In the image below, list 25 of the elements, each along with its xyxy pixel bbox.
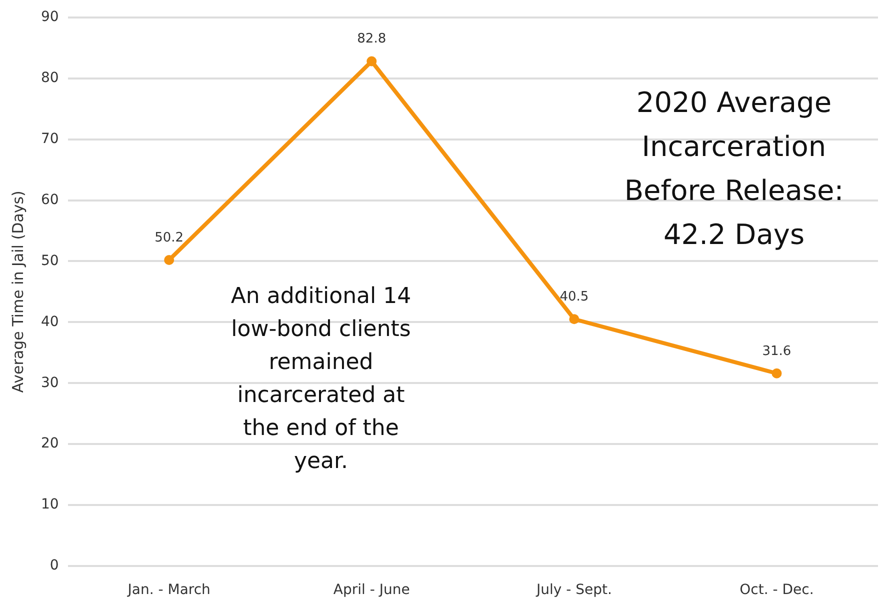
point: [569, 314, 580, 324]
data-label: 40.5: [560, 290, 589, 305]
point: [164, 255, 174, 266]
x-tick-label: April - June: [333, 582, 410, 598]
x-tick-label: July - Sept.: [535, 582, 612, 598]
y-tick-label: 70: [40, 130, 59, 147]
data-label: 50.2: [154, 230, 184, 246]
annotation: An additional 14 low-bond clients remained incarcerated at the end of the year.: [230, 283, 412, 476]
y-tick-label: 90: [40, 9, 59, 26]
y-tick-label: 60: [40, 192, 59, 208]
data-label: 82.8: [357, 32, 386, 47]
y-axis-title: Average Time in Jail (Days): [8, 190, 27, 393]
y-tick-label: 0: [50, 558, 59, 574]
y-tick-label: 40: [40, 314, 59, 330]
y-tick-label: 20: [40, 436, 59, 452]
x-tick-label: Oct. - Dec.: [740, 582, 814, 598]
y-tick-label: 30: [40, 374, 59, 391]
x-tick-label: Jan. - March: [126, 582, 210, 598]
y-tick-label: 50: [40, 252, 59, 269]
annotation: 2020 Average Incarceration Before Release: 42.2 Days: [623, 85, 845, 253]
y-tick-label: 10: [40, 496, 59, 513]
y-tick-label: 80: [40, 70, 59, 86]
point: [772, 368, 782, 378]
point: [366, 56, 377, 66]
data-label: 31.6: [762, 344, 792, 359]
